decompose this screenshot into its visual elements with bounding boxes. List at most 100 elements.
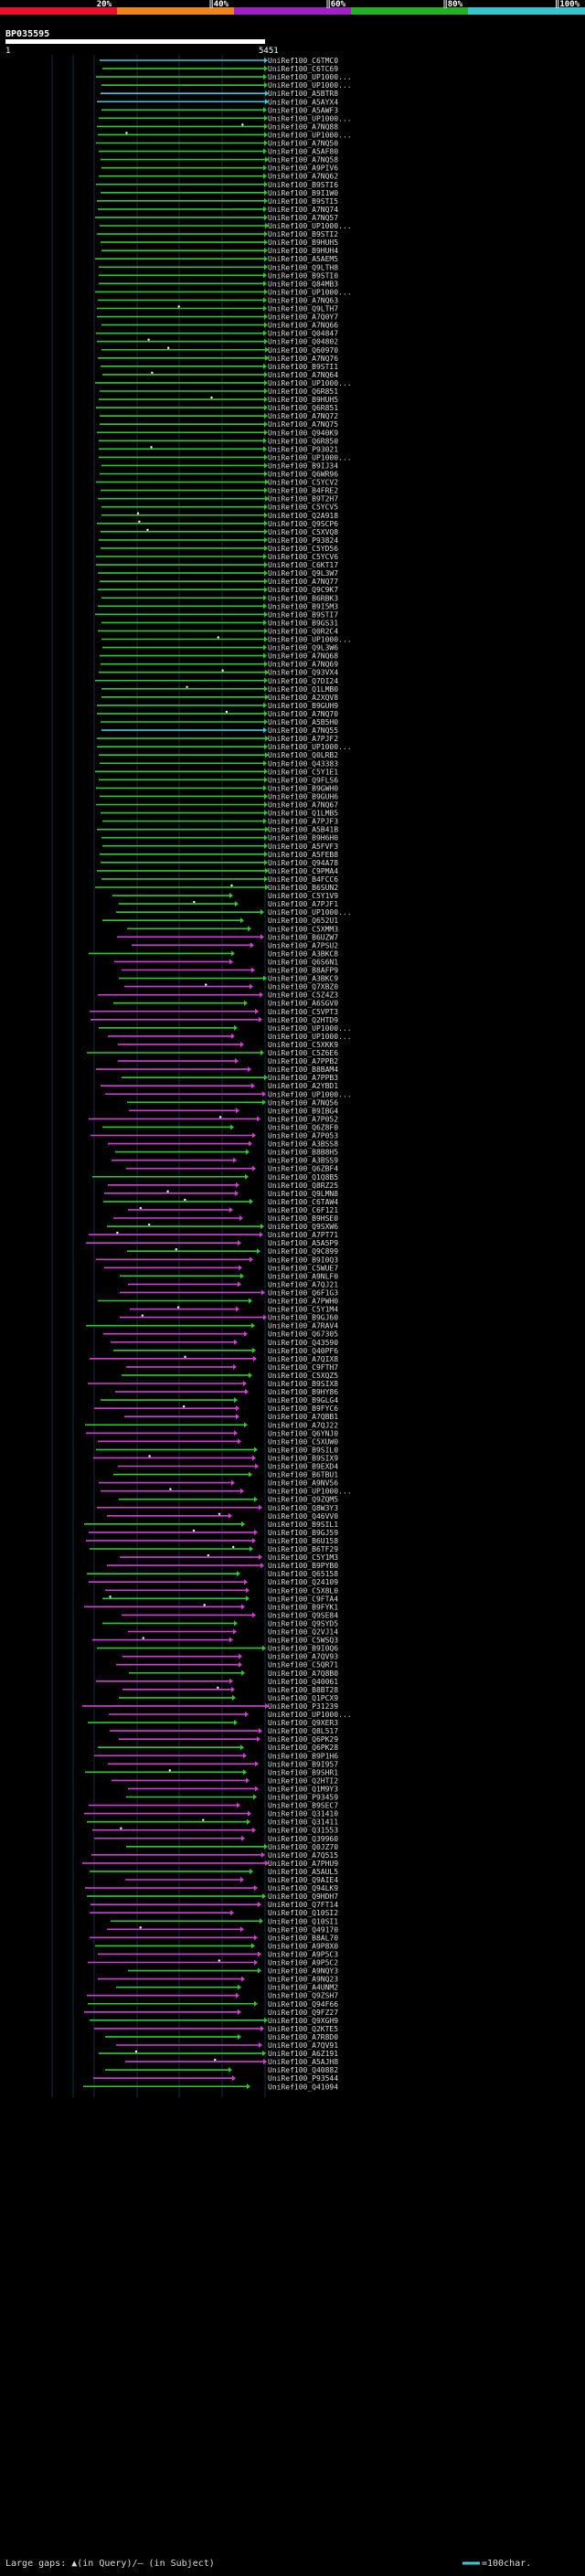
hit-arrowhead	[261, 1224, 264, 1230]
hit-arrowhead	[259, 1728, 262, 1734]
hit-row: UniRef100_C6TAW4	[103, 1198, 338, 1206]
hit-label: UniRef100_A7NQ58	[268, 156, 338, 164]
hit-row: UniRef100_P93544	[93, 2074, 338, 2083]
hit-row: UniRef100_B9SEC7	[89, 1802, 338, 1810]
hit-row: UniRef100_UP1000...	[95, 379, 352, 387]
hit-label: UniRef100_A5AYX4	[268, 98, 338, 106]
hit-row: UniRef100_A9P8X0	[95, 1942, 338, 1950]
hit-label: UniRef100_B9P1H6	[268, 1752, 338, 1760]
hit-label: UniRef100_C5XKK9	[268, 1041, 338, 1049]
hit-arrowhead	[250, 1256, 253, 1263]
gap-marker	[177, 305, 180, 308]
hit-arrowhead	[257, 1116, 261, 1122]
hit-row: UniRef100_C5Z6E6	[87, 1049, 338, 1057]
hit-row: UniRef100_C6TC69	[102, 65, 338, 73]
hit-row: UniRef100_A7NQ88	[97, 122, 338, 131]
hit-arrowhead	[255, 1008, 259, 1014]
hit-arrowhead	[264, 123, 268, 130]
hit-label: UniRef100_UP1000...	[268, 131, 352, 139]
hit-arrowhead	[235, 1190, 239, 1196]
hit-row: UniRef100_C5YCV6	[96, 553, 338, 561]
hit-arrowhead	[229, 1512, 232, 1519]
hit-label: UniRef100_Q41094	[268, 2083, 338, 2091]
hit-arrowhead	[250, 1868, 253, 1874]
hit-arrowhead	[254, 1529, 258, 1535]
hit-arrowhead	[261, 1563, 264, 1569]
hit-row: UniRef100_Q40061	[96, 1678, 338, 1686]
hit-label: UniRef100_A7PJF1	[268, 900, 338, 908]
hit-label: UniRef100_A5A5P9	[268, 1239, 338, 1247]
gap-marker	[142, 1637, 144, 1639]
hit-row: UniRef100_Q1PCX9	[119, 1694, 338, 1702]
hit-label: UniRef100_Q9ZSH7	[268, 1992, 338, 2000]
hit-row: UniRef100_A7NQ69	[101, 661, 338, 669]
gap-marker	[138, 520, 141, 523]
hit-row: UniRef100_B9I1W0	[101, 189, 338, 197]
hit-label: UniRef100_A7QIX8	[268, 1355, 338, 1363]
hit-label: UniRef100_B9I1W0	[268, 189, 338, 197]
hit-label: UniRef100_Q6Z8F0	[268, 1123, 338, 1131]
hit-row: UniRef100_Q9L3W6	[102, 644, 338, 652]
hit-arrowhead	[264, 132, 268, 138]
hit-row: UniRef100_Q40PF6	[113, 1347, 338, 1355]
hit-label: UniRef100_C5Y1E1	[268, 768, 338, 776]
hit-arrowhead	[240, 1041, 244, 1047]
hit-row: UniRef100_A5B5H0	[101, 718, 338, 726]
hit-arrowhead	[233, 1628, 237, 1635]
hit-label: UniRef100_C6TMC0	[268, 57, 338, 65]
hit-arrowhead	[261, 1851, 265, 1858]
gap-marker	[202, 1818, 205, 1821]
gap-marker	[214, 2058, 217, 2062]
hit-arrowhead	[263, 644, 267, 651]
hit-arrowhead	[262, 1091, 266, 1097]
hit-row: UniRef100_A7RAV4	[86, 1322, 338, 1330]
hit-arrowhead	[229, 2067, 232, 2073]
hit-row: UniRef100_UP1000...	[105, 1090, 352, 1098]
hit-arrowhead	[230, 1124, 234, 1130]
hit-row: UniRef100_B9STI5	[97, 197, 338, 206]
hit-label: UniRef100_B6UZW7	[268, 933, 338, 941]
hit-label: UniRef100_Q9SYD5	[268, 1619, 338, 1627]
hit-arrowhead	[254, 2000, 258, 2007]
hit-label: UniRef100_B9GJ60	[268, 1314, 338, 1322]
hit-arrowhead	[264, 231, 268, 238]
hit-label: UniRef100_Q9LTH7	[268, 305, 338, 313]
hit-arrowhead	[243, 1381, 247, 1386]
hit-row: UniRef100_B9HUH5	[99, 396, 338, 404]
hit-row: UniRef100_C5YD56	[101, 545, 338, 553]
gap-marker	[210, 396, 213, 399]
scale-label: 20%	[97, 0, 112, 9]
hit-label: UniRef100_Q2KTE5	[268, 2025, 338, 2033]
hit-arrowhead	[238, 2033, 241, 2040]
hit-row: UniRef100_B9STI2	[97, 230, 338, 239]
hit-label: UniRef100_A7P052	[268, 1115, 338, 1123]
hit-arrowhead	[250, 983, 253, 990]
gap-marker	[184, 1198, 186, 1202]
hit-label: UniRef100_A7R8D0	[268, 2033, 338, 2041]
hit-label: UniRef100_B9STI7	[268, 610, 338, 619]
hit-label: UniRef100_A7NQ56	[268, 1098, 338, 1107]
hit-label: UniRef100_C5YCV2	[268, 479, 338, 487]
hit-arrowhead	[249, 1298, 252, 1304]
hit-arrowhead	[252, 1455, 256, 1461]
hit-arrowhead	[255, 1786, 259, 1792]
hit-arrowhead	[265, 495, 269, 502]
hit-label: UniRef100_A3BKC9	[268, 975, 338, 983]
query-axis-bar	[5, 39, 265, 44]
hit-arrowhead	[251, 967, 255, 973]
hit-arrowhead	[230, 1910, 234, 1916]
hit-row: UniRef100_B9EXD4	[118, 1463, 338, 1471]
hit-label: UniRef100_A3BKC8	[268, 949, 338, 958]
hit-label: UniRef100_Q0R2C4	[268, 627, 338, 635]
hit-row: UniRef100_A7QJ21	[128, 1280, 338, 1288]
hit-label: UniRef100_Q10SI2	[268, 1909, 338, 1917]
hit-arrowhead	[235, 901, 239, 907]
hit-row: UniRef100_A5FVF3	[102, 843, 338, 851]
hit-label: UniRef100_Q652U1	[268, 917, 338, 925]
hit-row: UniRef100_Q9LTH7	[97, 305, 338, 313]
hit-arrowhead	[245, 1712, 249, 1717]
hit-arrowhead	[246, 1595, 250, 1602]
hit-label: UniRef100_Q60970	[268, 346, 338, 355]
hit-arrowhead	[264, 719, 268, 725]
hit-row: UniRef100_Q7XBZ0	[124, 983, 338, 991]
